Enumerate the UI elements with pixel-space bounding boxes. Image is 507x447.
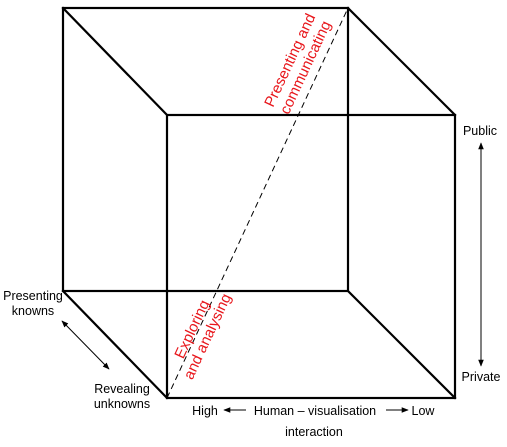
revealing-unknowns-label-line2: unknowns xyxy=(94,397,150,411)
interaction-label-backdrop xyxy=(246,402,386,418)
cube-edge-bottom-left xyxy=(61,289,169,400)
interaction-label-line1: Human – visualisation xyxy=(254,404,376,418)
presenting-knowns-label-line1: Presenting xyxy=(3,289,63,303)
interaction-label-line2: interaction xyxy=(285,425,343,439)
knowns-unknowns-arrow xyxy=(61,320,110,370)
public-label: Public xyxy=(463,124,497,138)
cube-edge-bottom-right xyxy=(346,289,457,400)
high-label: High xyxy=(192,404,218,418)
presenting-knowns-label-line2: knowns xyxy=(12,304,54,318)
revealing-unknowns-label-line1: Revealing xyxy=(94,382,150,396)
private-label: Private xyxy=(462,370,501,384)
cube-front-face xyxy=(165,113,457,400)
low-label: Low xyxy=(412,404,436,418)
cube-edge-top-right xyxy=(346,6,457,117)
cube-edge-top-left xyxy=(61,6,169,117)
cube-back-face xyxy=(61,6,350,293)
cube-space-diagonal xyxy=(166,7,349,399)
